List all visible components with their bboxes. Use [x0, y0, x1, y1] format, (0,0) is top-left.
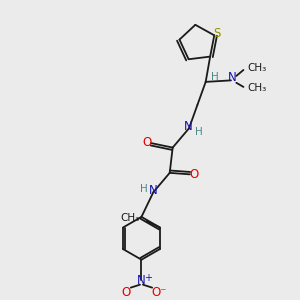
- Text: +: +: [144, 272, 152, 283]
- Text: N: N: [228, 71, 237, 84]
- Text: O⁻: O⁻: [152, 286, 167, 299]
- Text: H: H: [140, 184, 148, 194]
- Text: H: H: [211, 71, 219, 82]
- Text: H: H: [195, 127, 203, 137]
- Text: O: O: [142, 136, 152, 149]
- Text: S: S: [213, 27, 220, 40]
- Text: N: N: [148, 184, 157, 197]
- Text: O: O: [121, 286, 130, 299]
- Text: CH₃: CH₃: [121, 213, 140, 223]
- Text: N: N: [137, 274, 146, 287]
- Text: N: N: [184, 120, 193, 133]
- Text: O: O: [190, 168, 199, 182]
- Text: CH₃: CH₃: [247, 83, 267, 93]
- Text: CH₃: CH₃: [247, 63, 267, 73]
